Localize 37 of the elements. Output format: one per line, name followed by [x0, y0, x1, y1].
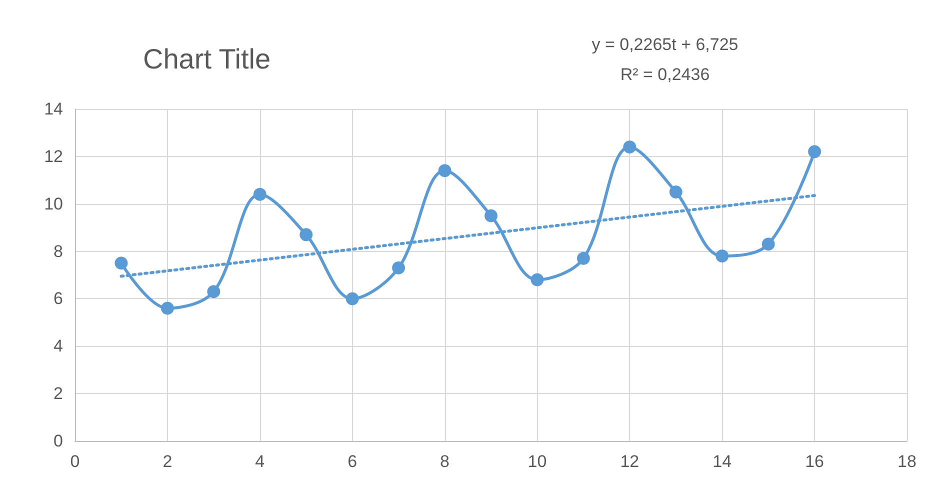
point	[576, 252, 590, 265]
y-tick-label: 10	[44, 194, 63, 214]
y-tick-label: 8	[54, 242, 63, 261]
point	[762, 238, 775, 251]
text: y = 0,2265t + 6,725	[592, 35, 738, 54]
x-tick-label: 12	[620, 452, 640, 471]
x-tick-label: 10	[528, 452, 547, 471]
x-tick-label: 0	[70, 452, 80, 471]
point	[253, 188, 266, 201]
point	[160, 302, 174, 315]
point	[669, 186, 682, 198]
point	[716, 250, 729, 263]
point	[484, 209, 498, 222]
y-tick-label: 6	[54, 289, 63, 308]
point	[207, 285, 220, 298]
x-tick-label: 14	[712, 452, 732, 471]
y-tick-label: 14	[44, 100, 63, 118]
x-tick-label: 18	[898, 452, 916, 471]
chart-title: Chart Title	[143, 44, 271, 74]
x-tick-label: 16	[805, 452, 824, 471]
point	[438, 164, 452, 178]
text: R² = 0,2436	[620, 65, 710, 84]
point	[300, 228, 313, 242]
point	[530, 273, 544, 286]
point	[392, 261, 406, 274]
y-tick-label: 4	[54, 336, 63, 356]
y-tick-label: 12	[44, 146, 63, 166]
point	[623, 140, 636, 154]
y-tick-label: 0	[54, 432, 63, 450]
x-tick-label: 6	[348, 452, 358, 471]
x-tick-label: 4	[255, 452, 265, 471]
x-tick-label: 2	[162, 452, 172, 471]
point	[808, 145, 822, 158]
y-tick-label: 2	[54, 384, 63, 404]
x-tick-label: 8	[440, 452, 450, 471]
point	[114, 256, 128, 270]
point	[346, 292, 359, 306]
